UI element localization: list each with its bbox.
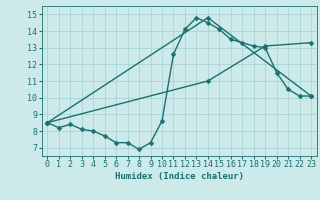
X-axis label: Humidex (Indice chaleur): Humidex (Indice chaleur) (115, 172, 244, 181)
